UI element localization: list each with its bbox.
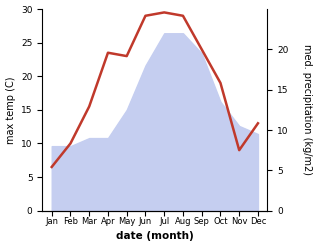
X-axis label: date (month): date (month) bbox=[116, 231, 194, 242]
Y-axis label: max temp (C): max temp (C) bbox=[5, 76, 16, 144]
Y-axis label: med. precipitation (kg/m2): med. precipitation (kg/m2) bbox=[302, 44, 313, 175]
